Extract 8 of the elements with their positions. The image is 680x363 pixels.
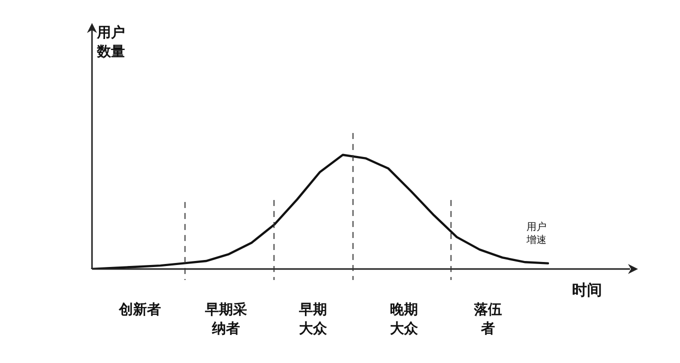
text: 早期大众 [298, 301, 328, 339]
text: 早期采纳者 [204, 301, 248, 339]
text: 晚期大众 [390, 301, 418, 339]
text: 用户数量 [97, 24, 126, 62]
text: 落伍者 [474, 301, 502, 339]
series-label: 用户增速 [526, 221, 547, 248]
text: 创新者 [118, 301, 162, 320]
x-axis-title: 时间 [572, 281, 602, 300]
